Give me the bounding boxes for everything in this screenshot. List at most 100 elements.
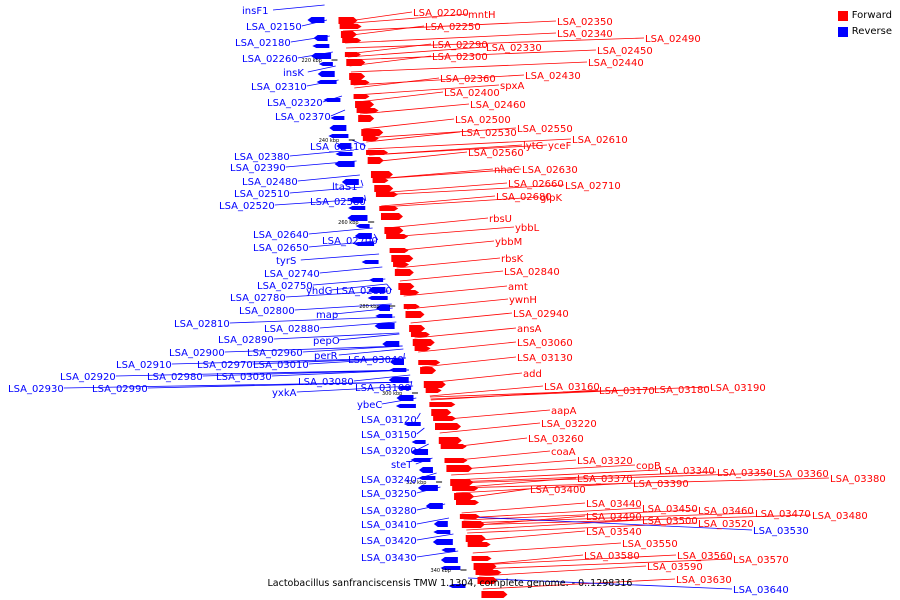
leader-line [430,386,710,398]
tick-label: 320 kbp [406,480,426,486]
reverse-gene-label: LSA_02900 [169,348,225,359]
tick-label: 340 kbp [431,568,451,574]
forward-gene-arrow [353,94,370,99]
leader-line [347,46,486,58]
forward-gene-arrow [342,38,362,43]
reverse-gene-arrow [328,134,349,138]
reverse-gene-arrow [334,161,355,167]
forward-gene-label: LSA_02340 [557,29,613,40]
forward-gene-arrow [386,234,409,239]
leader-line [381,196,540,208]
forward-gene-label: LSA_02430 [525,71,581,82]
forward-gene-label: LSA_03370 [577,474,633,485]
leader-line [302,345,403,353]
forward-gene-arrow [467,542,491,547]
leader-line [346,37,645,49]
reverse-gene-arrow [316,80,337,84]
leader-line [477,558,733,570]
forward-gene-arrow [481,591,508,598]
forward-gene-label: LSA_02450 [597,46,653,57]
reverse-gene-arrow [388,377,409,383]
reverse-gene-arrow [341,179,359,185]
leader-line [429,385,544,397]
forward-gene-label: LSA_03190 [710,383,766,394]
reverse-gene-arrow [396,395,414,401]
leader-line [469,530,586,542]
leader-line [364,194,367,202]
forward-gene-label: LSA_03560 [677,551,733,562]
reverse-gene-arrow [433,530,451,534]
reverse-gene-label: LSA_02890 [218,335,274,346]
leader-line [416,427,425,435]
reverse-gene-label: map [316,310,338,321]
reverse-gene-label: LSA_02990 [92,384,148,395]
reverse-gene-label: yhdG [306,286,332,297]
forward-gene-arrow [456,500,480,505]
reverse-gene-label: LSA_02180 [235,38,291,49]
leader-line [472,542,622,554]
forward-gene-arrow [358,115,375,122]
leader-line [337,333,400,341]
leader-line [319,266,383,274]
reverse-gene-label: LSA_02650 [253,243,309,254]
forward-gene-label: ansA [517,324,542,335]
leader-line [482,578,676,590]
forward-gene-label: LSA_03400 [530,485,586,496]
forward-gene-label: LSA_02630 [522,165,578,176]
forward-gene-label: ybbM [495,237,522,248]
forward-gene-arrow [380,213,403,220]
reverse-gene-label: ltaS1 [332,182,358,193]
forward-gene-label: rbsK [501,254,524,265]
forward-gene-label: LSA_03580 [584,551,640,562]
forward-gene-label: LSA_03350 [717,468,773,479]
forward-gene-label: LSA_02290 [432,40,488,51]
forward-gene-arrow [355,101,375,108]
reverse-gene-label: steT [391,460,413,471]
forward-gene-arrow [465,535,486,542]
forward-gene-label: LSA_02530 [461,128,517,139]
reverse-swatch [837,26,848,37]
forward-gene-arrow [412,339,435,346]
leader-line [370,151,468,163]
leader-line [366,131,461,143]
forward-gene-label: LSA_03480 [812,511,868,522]
tick-label: 240 kbp [319,138,339,144]
reverse-gene-label: LSA_02640 [253,230,309,241]
leader-line [297,174,360,182]
leader-line [452,469,659,481]
reverse-gene-label: LSA_03640 [733,585,789,596]
forward-gene-label: rbsU [489,214,512,225]
leader-line [453,471,717,483]
reverse-gene-label: LSA_03030 [216,372,272,383]
reverse-gene-arrow [375,305,390,311]
reverse-gene-arrow [397,386,412,390]
reverse-gene-label: LSA_03120 [361,415,417,426]
reverse-gene-arrow [348,206,366,210]
reverse-gene-label: insF1 [242,6,268,17]
forward-gene-label: glpK [540,193,562,204]
reverse-gene-label: LSA_02370 [275,112,331,123]
forward-gene-label: LSA_02250 [425,22,481,33]
tick-label: 300 kbp [382,391,402,397]
forward-gene-label: LSA_02200 [413,8,469,19]
leader-line [338,348,404,356]
forward-gene-arrow [389,248,409,253]
leader-line [451,464,636,476]
leader-line [416,517,450,525]
leader-line [363,118,455,130]
forward-gene-arrow [435,423,462,430]
reverse-gene-arrow [329,125,347,131]
forward-gene-label: LSA_02660 [508,179,564,190]
leader-line [359,103,470,115]
reverse-gene-label: LSA_03200 [361,446,417,457]
leader-line [342,20,557,32]
reverse-gene-label: LSA_02930 [8,384,64,395]
forward-gene-arrow [344,52,361,57]
leader-line [330,109,346,117]
forward-gene-label: LSA_03570 [733,555,789,566]
forward-gene-arrow [403,304,420,309]
reverse-gene-label: LSA_02820 [336,286,392,297]
reverse-gene-label: LSA_02750 [257,281,313,292]
forward-gene-label: LSA_03460 [698,506,754,517]
leader-line [229,316,396,324]
